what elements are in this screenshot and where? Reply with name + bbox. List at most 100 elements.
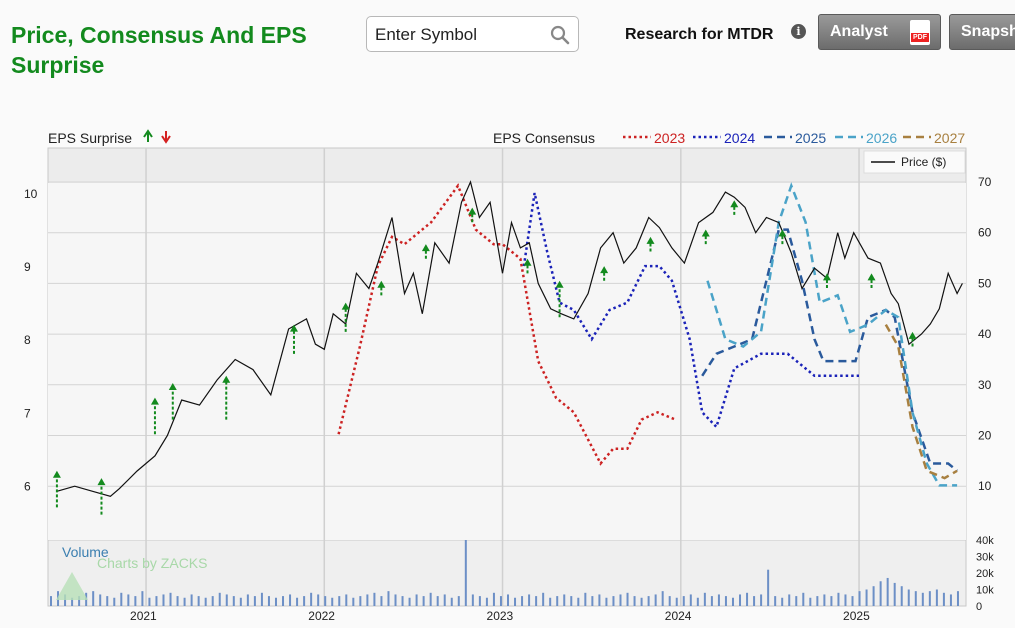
zacks-watermark: Charts by ZACKS xyxy=(97,555,207,571)
volume-bar xyxy=(710,596,713,606)
volume-bar xyxy=(50,596,52,606)
eps-surprise-up-arrow xyxy=(377,280,386,288)
right-axis-tick: 60 xyxy=(978,226,992,240)
volume-bar xyxy=(267,596,270,606)
volume-bar xyxy=(668,596,671,606)
volume-bar xyxy=(823,594,826,606)
volume-bar xyxy=(542,592,545,606)
volume-bar xyxy=(415,594,418,606)
volume-bar xyxy=(274,597,277,606)
snapshot-button[interactable]: Snapshot xyxy=(949,14,1015,50)
volume-bar xyxy=(858,591,861,606)
volume-bar xyxy=(746,592,749,606)
volume-axis-tick: 0 xyxy=(976,601,982,613)
eps-surprise-up-arrow xyxy=(555,280,564,288)
volume-bar xyxy=(612,596,615,606)
eps-surprise-up-arrow xyxy=(778,229,787,237)
analyst-report-button[interactable]: Analyst PDF xyxy=(818,14,941,50)
volume-bar xyxy=(556,596,559,606)
volume-bar xyxy=(619,594,622,606)
volume-bar xyxy=(492,592,495,606)
volume-bar xyxy=(640,597,643,606)
volume-bar xyxy=(457,596,460,606)
x-axis-tick: 2022 xyxy=(308,609,335,623)
volume-label: Volume xyxy=(62,544,109,560)
volume-bar xyxy=(795,596,798,606)
volume-bar xyxy=(359,596,362,606)
volume-bar xyxy=(865,589,868,606)
analyst-button-label: Analyst xyxy=(830,23,888,40)
volume-axis-tick: 30k xyxy=(976,552,994,564)
volume-bar xyxy=(626,592,629,606)
search-icon[interactable] xyxy=(550,25,570,45)
volume-bar xyxy=(675,597,678,606)
volume-bar xyxy=(331,597,334,606)
snapshot-button-label: Snapshot xyxy=(961,23,1015,40)
eps-surprise-up-arrow xyxy=(822,273,831,281)
volume-bar xyxy=(218,592,221,606)
plot-inner xyxy=(48,183,966,540)
volume-bar xyxy=(788,594,791,606)
info-icon[interactable]: i xyxy=(791,24,806,39)
right-axis-tick: 70 xyxy=(978,175,992,189)
consensus-legend-label: 2027 xyxy=(934,130,965,146)
volume-bar xyxy=(239,597,242,606)
volume-bar xyxy=(914,591,917,606)
zacks-logo-icon xyxy=(56,572,88,600)
left-axis-tick: 6 xyxy=(24,479,31,493)
eps-surprise-up-arrow xyxy=(701,229,710,237)
volume-bar xyxy=(345,594,348,606)
volume-bar xyxy=(373,592,376,606)
volume-bar xyxy=(886,577,889,606)
volume-bar xyxy=(717,594,720,606)
consensus-line-2024 xyxy=(522,192,859,430)
volume-bar xyxy=(949,594,952,606)
volume-bar xyxy=(317,594,320,606)
volume-bar xyxy=(352,597,355,606)
right-axis-tick: 40 xyxy=(978,327,992,341)
volume-bar xyxy=(816,596,819,606)
volume-bar xyxy=(303,596,306,606)
volume-bar xyxy=(724,596,727,606)
volume-bar xyxy=(478,596,481,606)
eps-surprise-up-arrow xyxy=(468,207,477,215)
eps-surprise-legend-label: EPS Surprise xyxy=(48,130,132,146)
left-axis-tick: 10 xyxy=(24,187,38,201)
right-axis-tick: 30 xyxy=(978,378,992,392)
volume-bar xyxy=(767,569,770,606)
consensus-legend-label: 2023 xyxy=(654,130,685,146)
volume-bar xyxy=(696,597,699,606)
volume-bar xyxy=(183,597,186,606)
volume-bar xyxy=(521,596,524,606)
volume-bar xyxy=(499,596,502,606)
x-axis-tick: 2025 xyxy=(843,609,870,623)
page-title-line1: Price, Consensus And EPS xyxy=(11,22,307,48)
volume-bar xyxy=(450,597,453,606)
volume-bar xyxy=(155,596,158,606)
eps-surprise-up-arrow xyxy=(222,375,231,383)
volume-bar xyxy=(893,582,896,606)
eps-surprise-up-arrow xyxy=(168,383,177,391)
volume-bar xyxy=(591,596,594,606)
volume-bar xyxy=(78,596,81,606)
symbol-search xyxy=(366,16,579,52)
volume-bar xyxy=(935,589,938,606)
volume-bar xyxy=(507,594,509,606)
symbol-search-input[interactable] xyxy=(373,23,547,47)
volume-bar xyxy=(401,596,404,606)
volume-bar xyxy=(92,591,95,606)
volume-bar xyxy=(851,596,854,606)
volume-bar xyxy=(654,594,657,606)
volume-bar xyxy=(844,594,847,606)
eps-surprise-up-arrow xyxy=(52,470,61,478)
right-axis-tick: 10 xyxy=(978,479,992,493)
volume-axis-tick: 20k xyxy=(976,568,994,580)
volume-bar xyxy=(148,597,151,606)
price-line xyxy=(56,180,963,497)
volume-bar xyxy=(289,594,292,606)
volume-bar xyxy=(113,597,116,606)
right-axis-tick: 50 xyxy=(978,276,992,290)
eps-surprise-up-arrow xyxy=(600,266,609,274)
volume-bar xyxy=(282,596,285,606)
